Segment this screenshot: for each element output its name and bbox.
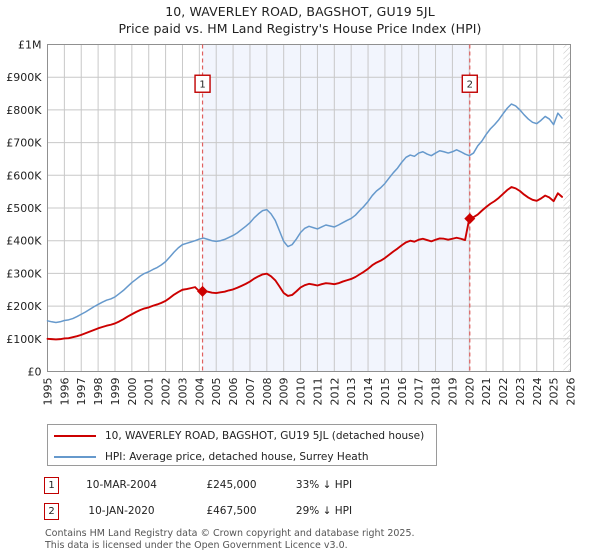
x-axis-tick-label: 1999 xyxy=(109,378,122,406)
y-axis-tick-label: £200K xyxy=(6,300,42,313)
y-axis-tick-label: £600K xyxy=(6,169,42,182)
y-axis-tick-label: £100K xyxy=(6,333,42,346)
x-axis-tick-label: 2009 xyxy=(278,378,291,406)
x-axis-tick-label: 2023 xyxy=(514,378,527,406)
y-axis-tick-label: £500K xyxy=(6,202,42,215)
chart-title-line2: Price paid vs. HM Land Registry's House … xyxy=(118,21,482,36)
transaction-price: £245,000 xyxy=(206,479,257,491)
chart-legend: 10, WAVERLEY ROAD, BAGSHOT, GU19 5JL (de… xyxy=(47,424,437,466)
series-line-hpi xyxy=(46,103,563,324)
x-axis-tick-label: 2016 xyxy=(396,378,409,406)
chart-title-line1: 10, WAVERLEY ROAD, BAGSHOT, GU19 5JL xyxy=(165,4,435,19)
y-axis-tick-label: £0 xyxy=(28,366,42,379)
legend-item-hpi: HPI: Average price, detached house, Surr… xyxy=(48,446,436,467)
y-axis-tick-label: £700K xyxy=(6,137,42,150)
x-axis-tick-label: 2004 xyxy=(193,378,206,406)
x-axis-tick-label: 2001 xyxy=(143,378,156,406)
x-axis-tick-label: 1995 xyxy=(42,378,55,406)
x-axis-tick-label: 2022 xyxy=(497,378,510,406)
x-axis-tick-label: 2013 xyxy=(345,378,358,406)
legend-swatch-price-paid xyxy=(54,434,96,437)
x-axis-tick-label: 2006 xyxy=(227,378,240,406)
x-axis-tick-label: 2025 xyxy=(548,378,561,406)
y-axis-tick-label: £900K xyxy=(6,71,42,84)
x-axis-tick-label: 2020 xyxy=(463,378,476,406)
transactions-table: 1 10-MAR-2004 £245,000 33% ↓ HPI 2 10-JA… xyxy=(44,472,444,524)
series-line-price-paid xyxy=(46,186,564,341)
y-axis-tick-label: £800K xyxy=(6,104,42,117)
table-row: 2 10-JAN-2020 £467,500 29% ↓ HPI xyxy=(44,498,444,524)
x-axis-tick-label: 2012 xyxy=(328,378,341,406)
transaction-hpi-delta: 33% ↓ HPI xyxy=(295,479,353,491)
footer-line-1: Contains HM Land Registry data © Crown c… xyxy=(45,528,415,539)
transaction-date: 10-MAR-2004 xyxy=(86,479,157,491)
x-axis-tick-label: 2014 xyxy=(362,378,375,406)
x-axis-tick-label: 2005 xyxy=(210,378,223,406)
footer-line-2: This data is licensed under the Open Gov… xyxy=(45,540,348,551)
y-axis-tick-label: £400K xyxy=(6,235,42,248)
x-axis-tick-label: 2000 xyxy=(126,378,139,406)
x-axis-tick-label: 2017 xyxy=(413,378,426,406)
x-axis-tick-label: 2019 xyxy=(446,378,459,406)
x-axis-tick-label: 2026 xyxy=(565,378,578,406)
y-axis-tick-label: £300K xyxy=(6,267,42,280)
x-axis-tick-label: 2024 xyxy=(531,378,544,406)
x-axis-tick-label: 2007 xyxy=(244,378,257,406)
plot-border xyxy=(47,44,571,372)
x-axis-tick-label: 1998 xyxy=(92,378,105,406)
x-axis-tick-label: 1997 xyxy=(75,378,88,406)
x-axis-tick-label: 2008 xyxy=(261,378,274,406)
x-axis-tick-label: 2010 xyxy=(295,378,308,406)
x-axis-tick-label: 1996 xyxy=(58,378,71,406)
annotation-diamond-marker xyxy=(197,285,209,297)
x-axis-tick-label: 2018 xyxy=(430,378,443,406)
transaction-hpi-delta: 29% ↓ HPI xyxy=(295,505,353,517)
annotation-number-box xyxy=(461,74,478,93)
attribution-footer: Contains HM Land Registry data © Crown c… xyxy=(45,528,565,552)
x-axis-tick-label: 2003 xyxy=(176,378,189,406)
table-row: 1 10-MAR-2004 £245,000 33% ↓ HPI xyxy=(44,472,444,498)
legend-label-hpi: HPI: Average price, detached house, Surr… xyxy=(105,450,369,463)
x-axis-tick-label: 2011 xyxy=(311,378,324,406)
transaction-date: 10-JAN-2020 xyxy=(88,505,155,517)
x-axis-tick-label: 2002 xyxy=(160,378,173,406)
annotation-diamond-marker xyxy=(464,213,476,225)
annotation-number-label: 2 xyxy=(467,80,473,91)
annotation-number-label: 1 xyxy=(199,80,205,91)
x-axis-tick-label: 2021 xyxy=(480,378,493,406)
legend-item-price-paid: 10, WAVERLEY ROAD, BAGSHOT, GU19 5JL (de… xyxy=(48,425,436,446)
y-axis-tick-label: £1M xyxy=(18,39,42,52)
legend-label-price-paid: 10, WAVERLEY ROAD, BAGSHOT, GU19 5JL (de… xyxy=(105,429,425,442)
x-axis-tick-label: 2015 xyxy=(379,378,392,406)
transaction-price: £467,500 xyxy=(206,505,257,517)
legend-swatch-hpi xyxy=(54,455,96,458)
transaction-index-badge: 1 xyxy=(44,476,59,494)
annotation-number-box xyxy=(194,74,211,93)
plot-area: £0 £100K £200K £300K £400K £500K £600K £700K £80… xyxy=(6,39,578,406)
transaction-index-badge: 2 xyxy=(44,502,59,520)
